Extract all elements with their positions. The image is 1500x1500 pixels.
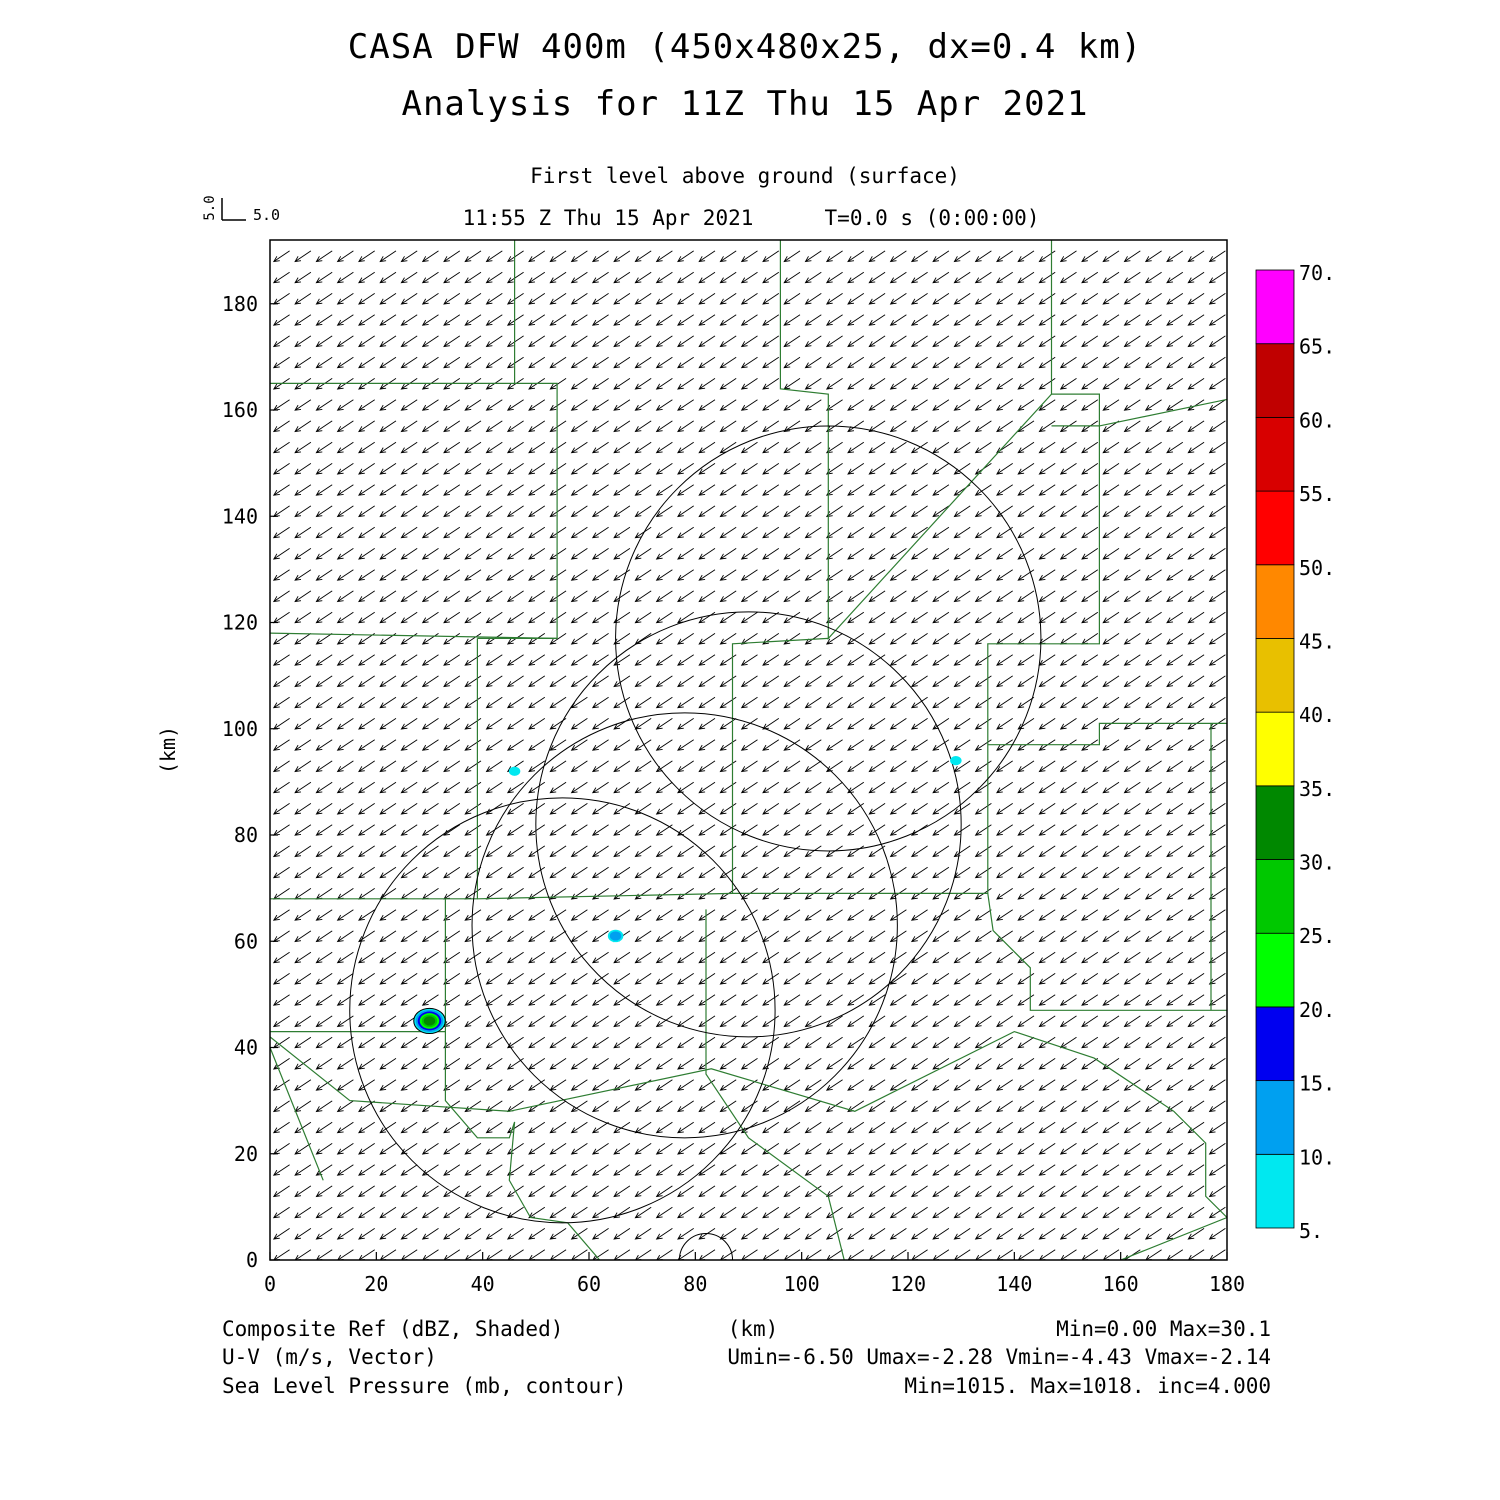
plot-frame	[269, 239, 1228, 1261]
colorbar-label: 20.	[1299, 998, 1335, 1022]
pressure-contour-ring	[678, 1232, 734, 1260]
x-tick-label: 100	[784, 1272, 820, 1296]
y-tick-label: 20	[234, 1142, 258, 1166]
colorbar-label: 10.	[1299, 1145, 1335, 1169]
x-tick-label: 120	[890, 1272, 926, 1296]
county-boundary-line	[477, 892, 733, 900]
colorbar: 5. 10. 15. 20. 25. 30. 35. 40. 45. 50. 55. 60. 65. 70…	[1255, 261, 1335, 1243]
footer-contour-field: Sea Level Pressure (mb, contour)	[222, 1374, 627, 1398]
reflectivity-level	[950, 756, 962, 766]
title-line2: Analysis for 11Z Thu 15 Apr 2021	[401, 84, 1088, 124]
reflectivity-cells	[413, 756, 962, 1035]
reflectivity-level	[508, 766, 521, 776]
x-tick-label: 60	[577, 1272, 601, 1296]
plot-frame-fill	[270, 240, 1227, 1260]
pressure-contour-ring	[615, 425, 1042, 852]
x-tick-label: 180	[1209, 1272, 1245, 1296]
colorbar-segment	[1255, 1080, 1295, 1155]
y-tick-label: 60	[234, 929, 258, 953]
county-boundary-line	[270, 1030, 1227, 1260]
colorbar-label: 35.	[1299, 777, 1335, 801]
colorbar-segment	[1255, 490, 1295, 566]
county-boundary-line	[444, 1031, 601, 1260]
footer-shaded-field: Composite Ref (dBZ, Shaded)	[222, 1317, 563, 1341]
colorbar-label: 45.	[1299, 629, 1335, 653]
title-line1: CASA DFW 400m (450x480x25, dx=0.4 km)	[348, 27, 1142, 67]
colorbar-segment	[1255, 1153, 1295, 1229]
y-axis-label: (km)	[156, 726, 180, 774]
county-boundary-line	[270, 382, 558, 640]
pressure-contour-ring	[471, 712, 898, 1139]
colorbar-label: 70.	[1299, 261, 1335, 285]
y-tick-label: 40	[234, 1036, 258, 1060]
axis-ticks: 0 20 40 60 80 100 120 140 160 180 0 20 40 60 80 100 120 1…	[222, 292, 1245, 1296]
colorbar-segment	[1255, 859, 1295, 934]
x-tick-label: 40	[471, 1272, 495, 1296]
colorbar-label: 50.	[1299, 556, 1335, 580]
colorbar-segment	[1255, 785, 1295, 860]
reflectivity-level	[609, 931, 622, 941]
footer-vector-field: U-V (m/s, Vector)	[222, 1345, 437, 1369]
reflectivity-cell	[950, 756, 962, 766]
x-tick-label: 140	[996, 1272, 1032, 1296]
footer-vector-minmax: Umin=-6.50 Umax=-2.28 Vmin=-4.43 Vmax=-2…	[727, 1345, 1271, 1369]
colorbar-label: 25.	[1299, 924, 1335, 948]
colorbar-segment	[1255, 416, 1295, 492]
y-tick-label: 160	[222, 398, 258, 422]
x-tick-label: 0	[264, 1272, 276, 1296]
vector-key-v-label: 5.0	[202, 195, 218, 220]
colorbar-label: 60.	[1299, 408, 1335, 432]
colorbar-segment	[1255, 932, 1295, 1008]
x-tick-label: 160	[1103, 1272, 1139, 1296]
y-tick-label: 180	[222, 292, 258, 316]
colorbar-segment	[1255, 1006, 1295, 1082]
pressure-contours	[349, 425, 1042, 1260]
forecast-time: T=0.0 s (0:00:00)	[825, 206, 1040, 230]
footer-shaded-minmax: Min=0.00 Max=30.1	[1056, 1317, 1271, 1341]
reflectivity-level	[423, 1016, 436, 1026]
colorbar-segment	[1255, 269, 1295, 345]
colorbar-label: 65.	[1299, 335, 1335, 359]
x-tick-label: 20	[364, 1272, 388, 1296]
county-boundary-line	[987, 722, 1227, 746]
valid-time: 11:55 Z Thu 15 Apr 2021	[463, 206, 754, 230]
y-tick-label: 120	[222, 611, 258, 635]
colorbar-segment	[1255, 711, 1295, 787]
colorbar-label: 40.	[1299, 703, 1335, 727]
y-tick-label: 80	[234, 823, 258, 847]
plot-area: 0 20 40 60 80 100 120 140 160 180 0 20 40 60 80 100 120 1…	[222, 239, 1245, 1296]
y-tick-label: 0	[246, 1248, 258, 1272]
vector-key-u-label: 5.0	[253, 206, 280, 224]
reflectivity-cell	[508, 766, 521, 776]
county-boundary-line	[270, 1047, 324, 1181]
colorbar-label: 5.	[1299, 1219, 1323, 1243]
county-boundaries	[270, 240, 1227, 1260]
county-boundary-line	[731, 393, 1101, 895]
colorbar-segment	[1255, 564, 1295, 639]
pressure-contour-ring	[535, 611, 962, 1038]
colorbar-segment	[1255, 343, 1295, 418]
y-tick-label: 140	[222, 504, 258, 528]
county-boundary-line	[1051, 398, 1227, 427]
y-tick-label: 100	[222, 717, 258, 741]
footer-x-units: (km)	[728, 1317, 779, 1341]
colorbar-segment	[1255, 638, 1295, 713]
colorbar-label: 15.	[1299, 1072, 1335, 1096]
county-boundary-line	[705, 909, 845, 1260]
county-boundary-line	[779, 240, 1053, 640]
reflectivity-cell	[607, 929, 624, 943]
vector-key: 5.0 5.0	[202, 195, 280, 224]
colorbar-label: 30.	[1299, 851, 1335, 875]
level-label: First level above ground (surface)	[530, 164, 960, 188]
footer-contour-minmax: Min=1015. Max=1018. inc=4.000	[904, 1374, 1271, 1398]
colorbar-label: 55.	[1299, 482, 1335, 506]
pressure-contour-ring	[349, 797, 776, 1224]
county-boundary-line	[987, 723, 1227, 1011]
x-tick-label: 80	[683, 1272, 707, 1296]
reflectivity-cell	[413, 1007, 446, 1035]
